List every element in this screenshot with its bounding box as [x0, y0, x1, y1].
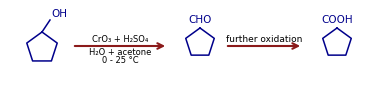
Text: further oxidation: further oxidation	[226, 35, 302, 44]
Text: CHO: CHO	[188, 15, 212, 25]
Text: CrO₃ + H₂SO₄: CrO₃ + H₂SO₄	[92, 35, 148, 44]
Text: COOH: COOH	[321, 15, 353, 25]
Text: OH: OH	[51, 9, 67, 19]
Text: H₂O + acetone: H₂O + acetone	[89, 48, 151, 57]
Text: 0 - 25 °C: 0 - 25 °C	[102, 56, 138, 65]
